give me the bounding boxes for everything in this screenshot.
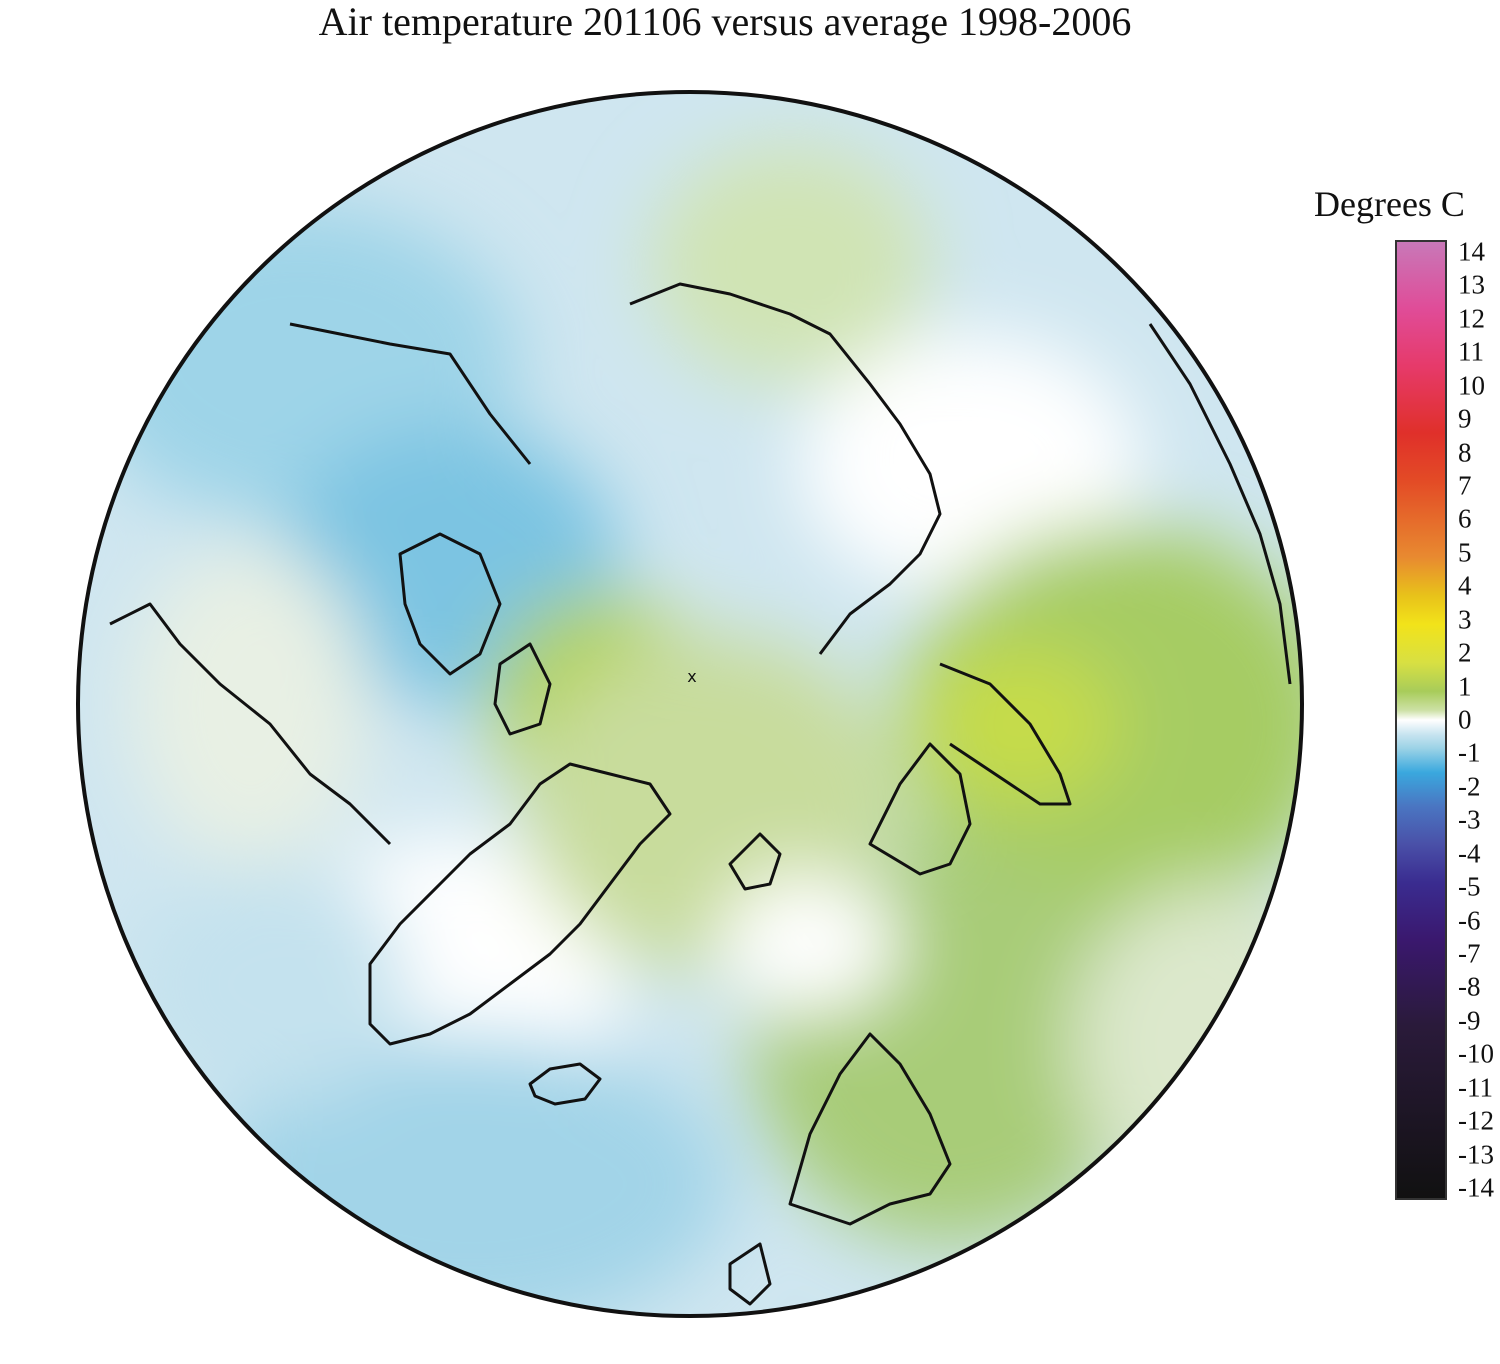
legend-tick-label: -3 [1458, 804, 1481, 835]
legend-tick-label: -12 [1458, 1105, 1494, 1136]
coastline-baffin-island [493, 642, 552, 736]
legend-tick-label: -2 [1458, 771, 1481, 802]
legend-tick-label: 4 [1458, 570, 1472, 601]
coastline-iceland [528, 1062, 602, 1106]
legend-tick-label: 13 [1458, 269, 1485, 300]
anomaly-region-east-siberia [800, 334, 1140, 594]
chart-title: Air temperature 201106 versus average 19… [318, 0, 1132, 44]
coastline-siberia-east [629, 282, 942, 655]
coastline-scandinavia [788, 1032, 952, 1226]
anomaly-region-alaska-interior [130, 544, 370, 864]
legend-tick-label: -6 [1458, 905, 1481, 936]
legend-tick-label: 11 [1458, 336, 1484, 367]
anomaly-region-taymyr [920, 644, 1120, 804]
legend-tick-label: 1 [1458, 671, 1472, 702]
legend-tick-label: 5 [1458, 537, 1472, 568]
temperature-anomaly-field [80, 144, 1302, 1316]
coastline-taymyr [939, 662, 1072, 806]
legend-title: Degrees C [1314, 184, 1465, 224]
coastline-hudson-bay [398, 532, 502, 676]
legend-tick-label: 0 [1458, 704, 1472, 735]
legend-tick-label: 8 [1458, 437, 1472, 468]
legend-tick-label: -7 [1458, 938, 1481, 969]
polar-map: x [76, 90, 1304, 1318]
coastline-novaya-zemlya [868, 742, 972, 876]
legend-tick-label: 2 [1458, 637, 1472, 668]
coastline-canada [109, 602, 392, 846]
coastlines [109, 282, 1292, 1306]
legend-tick-label: -13 [1458, 1139, 1494, 1170]
legend-tick-label: -1 [1458, 737, 1481, 768]
legend-tick-label: 7 [1458, 470, 1472, 501]
legend-tick-label: -11 [1458, 1072, 1493, 1103]
legend-tick-label: -14 [1458, 1172, 1494, 1203]
legend-colorbar [1395, 240, 1447, 1200]
legend-tick-label: -8 [1458, 971, 1481, 1002]
legend-tick-label: -4 [1458, 838, 1481, 869]
coastline-alaska-north [289, 322, 532, 465]
coastline-greenland [368, 762, 672, 1046]
north-pole-marker: x [687, 667, 696, 686]
coastline-svalbard [728, 832, 782, 891]
legend-tick-label: 3 [1458, 604, 1472, 635]
legend-tick-label: 14 [1458, 236, 1485, 267]
legend-tick-label: 10 [1458, 370, 1485, 401]
anomaly-region-barents [720, 874, 900, 1014]
coastline-far-east [1148, 323, 1292, 685]
anomaly-region-chukchi [650, 144, 930, 384]
legend-tick-label: -10 [1458, 1038, 1494, 1069]
anomaly-region-labrador [130, 864, 410, 1104]
legend-tick-label: -9 [1458, 1005, 1481, 1036]
legend-tick-label: -5 [1458, 871, 1481, 902]
legend-ticks: 14 13 12 11 10 9 8 7 6 5 4 3 2 1 0 -1 -2 -3 -4 -5 -6 -7 -8 -9 -1… [1458, 236, 1500, 1203]
map-boundary-circle [76, 90, 1304, 1318]
legend-tick-label: 9 [1458, 403, 1472, 434]
coastline-britain [728, 1242, 772, 1306]
legend-tick-label: 6 [1458, 503, 1472, 534]
legend-tick-label: 12 [1458, 303, 1485, 334]
